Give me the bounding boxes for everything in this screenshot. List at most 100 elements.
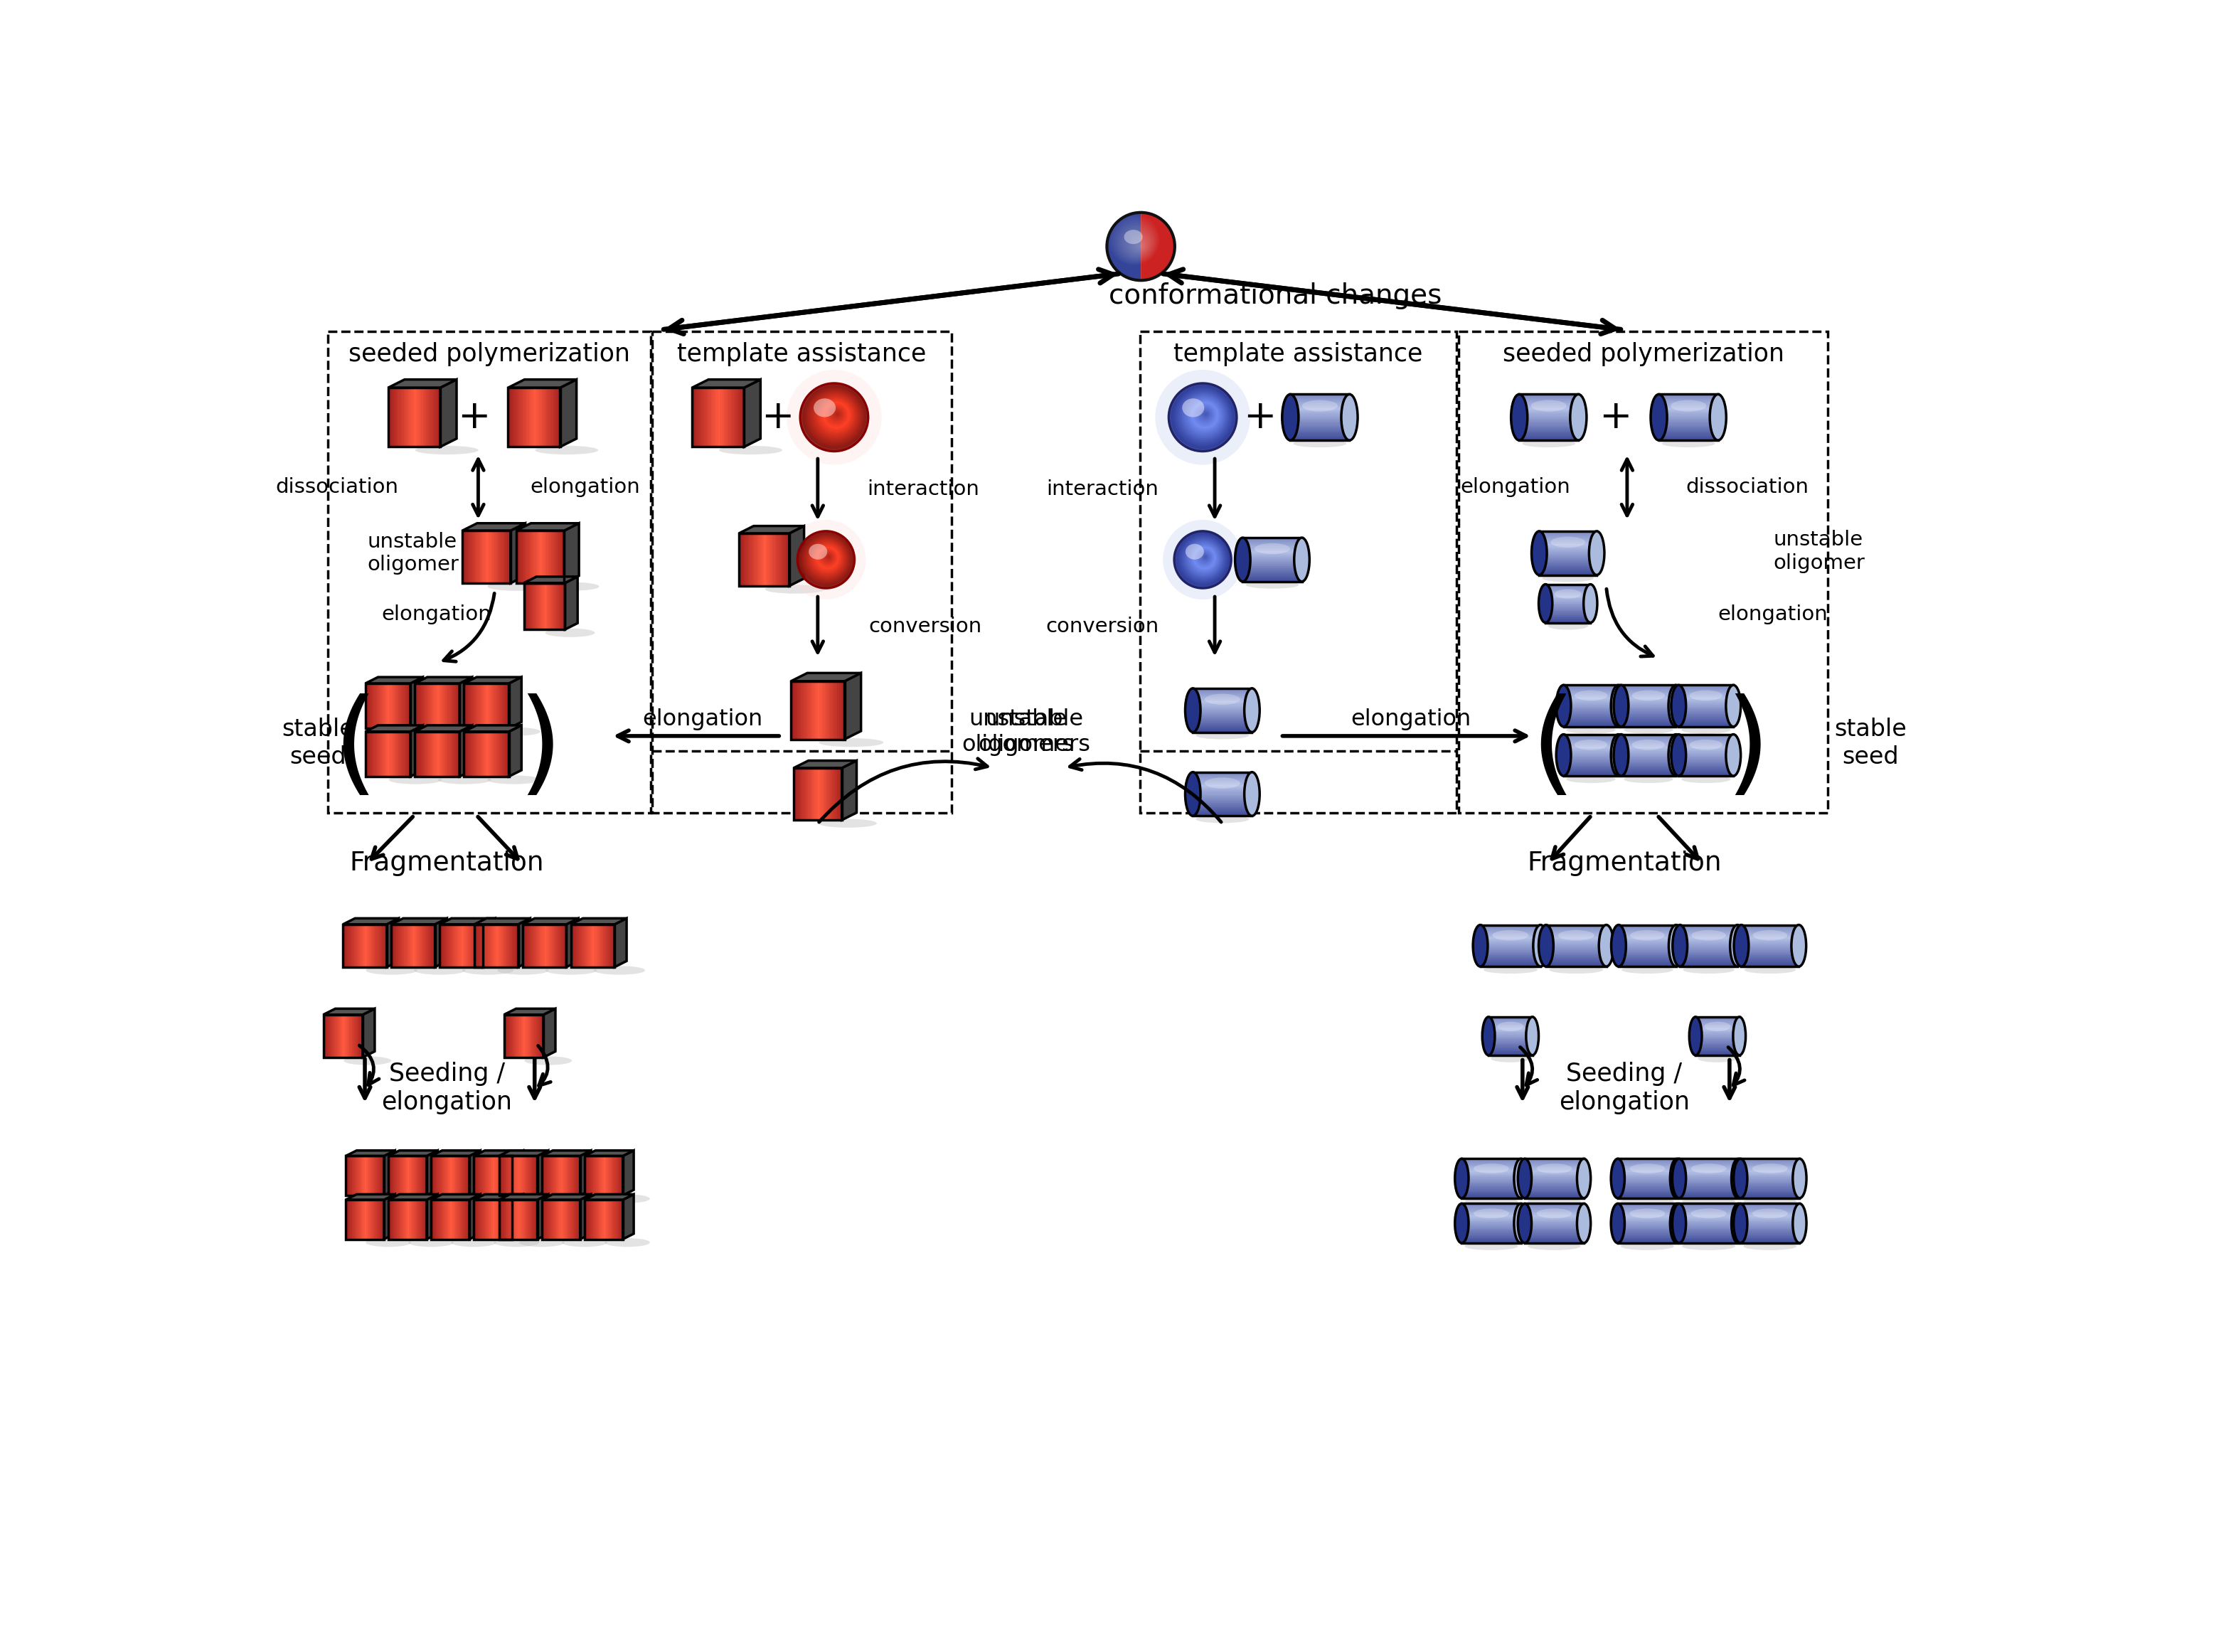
Text: dissociation: dissociation (1685, 477, 1810, 497)
Ellipse shape (1547, 623, 1587, 629)
Ellipse shape (808, 390, 861, 444)
Ellipse shape (1598, 925, 1614, 966)
Polygon shape (1106, 213, 1142, 281)
Polygon shape (510, 677, 521, 729)
Ellipse shape (1614, 686, 1629, 727)
Ellipse shape (801, 385, 866, 449)
Ellipse shape (605, 1194, 650, 1203)
Ellipse shape (1293, 439, 1347, 448)
Text: +: + (1242, 398, 1275, 436)
Ellipse shape (407, 1194, 454, 1203)
Ellipse shape (1202, 553, 1209, 560)
Ellipse shape (1184, 771, 1200, 816)
Ellipse shape (1175, 390, 1231, 444)
Ellipse shape (1554, 590, 1580, 598)
Polygon shape (565, 577, 577, 629)
Ellipse shape (799, 532, 853, 586)
Ellipse shape (1752, 930, 1787, 940)
Ellipse shape (1247, 582, 1298, 588)
Ellipse shape (1743, 1198, 1796, 1206)
Ellipse shape (519, 1237, 565, 1247)
Ellipse shape (1567, 727, 1616, 733)
Ellipse shape (1710, 395, 1725, 441)
Polygon shape (541, 1150, 592, 1156)
Polygon shape (841, 760, 857, 819)
Text: (: ( (334, 694, 376, 803)
Ellipse shape (1672, 925, 1687, 966)
Polygon shape (345, 1194, 394, 1199)
Ellipse shape (1621, 966, 1674, 973)
Text: elongation: elongation (1351, 709, 1471, 730)
Polygon shape (570, 919, 628, 925)
Ellipse shape (812, 393, 859, 439)
Ellipse shape (605, 1237, 650, 1247)
Ellipse shape (824, 403, 848, 426)
Ellipse shape (1672, 686, 1685, 727)
Ellipse shape (1576, 1158, 1592, 1198)
Ellipse shape (1195, 548, 1215, 568)
Ellipse shape (545, 966, 597, 975)
Ellipse shape (1745, 966, 1796, 973)
Ellipse shape (439, 775, 492, 785)
Ellipse shape (1200, 552, 1211, 563)
Polygon shape (565, 919, 579, 966)
Text: Fragmentation: Fragmentation (349, 851, 543, 876)
Polygon shape (510, 725, 521, 776)
Ellipse shape (1732, 1158, 1745, 1198)
Polygon shape (623, 1194, 634, 1239)
Polygon shape (581, 1150, 592, 1196)
Ellipse shape (1204, 694, 1240, 705)
Ellipse shape (365, 966, 416, 975)
Polygon shape (510, 524, 525, 583)
Polygon shape (512, 1150, 523, 1196)
Polygon shape (474, 919, 530, 925)
Ellipse shape (1692, 930, 1725, 940)
Ellipse shape (1465, 1198, 1518, 1206)
Ellipse shape (808, 540, 846, 577)
Ellipse shape (786, 520, 866, 600)
Ellipse shape (1514, 1158, 1527, 1198)
Ellipse shape (819, 819, 877, 828)
Polygon shape (343, 919, 398, 925)
Polygon shape (432, 1194, 481, 1199)
Ellipse shape (1244, 771, 1260, 816)
Polygon shape (743, 380, 761, 446)
Ellipse shape (1518, 1204, 1531, 1242)
Ellipse shape (826, 405, 846, 425)
Polygon shape (323, 1009, 374, 1014)
Ellipse shape (594, 966, 646, 975)
Polygon shape (503, 1009, 556, 1014)
Ellipse shape (390, 775, 441, 785)
Ellipse shape (1465, 1242, 1518, 1251)
Ellipse shape (1483, 966, 1538, 973)
Ellipse shape (1193, 547, 1215, 570)
Ellipse shape (1612, 686, 1625, 727)
Ellipse shape (534, 446, 599, 454)
Ellipse shape (1255, 544, 1291, 553)
Ellipse shape (1184, 540, 1222, 577)
Ellipse shape (1612, 1204, 1625, 1242)
Polygon shape (561, 380, 577, 446)
Ellipse shape (365, 1237, 412, 1247)
Ellipse shape (786, 370, 881, 464)
Polygon shape (536, 1150, 548, 1196)
Text: conversion: conversion (1046, 616, 1160, 636)
Bar (1140, 332, 1456, 813)
Ellipse shape (1538, 585, 1552, 623)
Text: ): ) (1725, 694, 1770, 803)
Polygon shape (365, 677, 423, 684)
Ellipse shape (1186, 396, 1222, 434)
Ellipse shape (407, 1237, 454, 1247)
Ellipse shape (821, 400, 850, 431)
Polygon shape (463, 677, 521, 684)
Ellipse shape (1204, 778, 1240, 788)
Ellipse shape (1569, 395, 1587, 441)
Ellipse shape (1672, 400, 1705, 411)
Ellipse shape (1734, 1158, 1747, 1198)
Polygon shape (508, 380, 577, 388)
Ellipse shape (1734, 925, 1750, 966)
Ellipse shape (1182, 398, 1204, 416)
Ellipse shape (1612, 925, 1625, 966)
Ellipse shape (1583, 585, 1598, 623)
Text: unstable
oligomers: unstable oligomers (962, 709, 1073, 757)
